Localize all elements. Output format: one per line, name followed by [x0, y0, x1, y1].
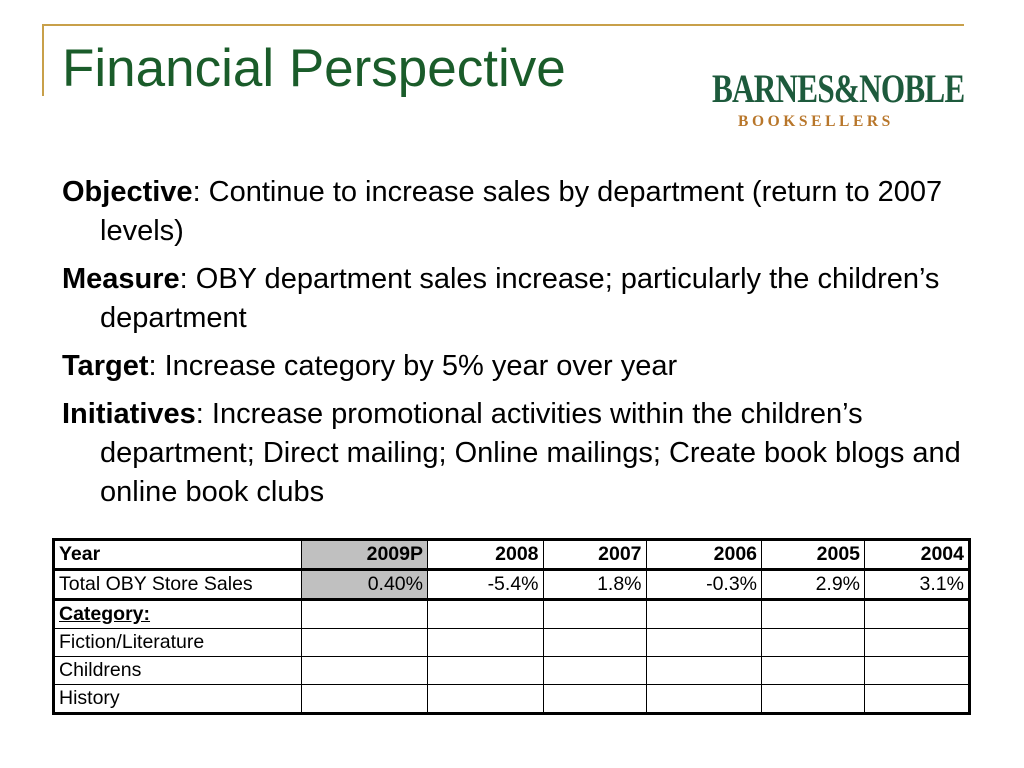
- table-cell: -0.3%: [645, 569, 763, 601]
- table-cell: -5.4%: [427, 569, 544, 601]
- table-cell: [542, 599, 647, 629]
- bullet-term: Objective: [62, 176, 193, 208]
- table-cell: [301, 684, 428, 714]
- table-cell: [761, 599, 866, 629]
- header-cell: 2005: [761, 539, 866, 571]
- bullet-term: Measure: [62, 263, 180, 295]
- logo-subtitle: BOOKSELLERS: [738, 113, 894, 130]
- table-cell: [645, 684, 763, 714]
- table-row: Childrens: [53, 656, 970, 685]
- header-cell: 2004: [864, 539, 970, 571]
- table-cell: [864, 628, 970, 657]
- table-cell: [645, 628, 763, 657]
- row-label: Total OBY Store Sales: [53, 569, 302, 601]
- bullet-text: : OBY department sales increase; particu…: [100, 263, 940, 334]
- bullet-term: Target: [62, 350, 149, 382]
- table-row: History: [53, 684, 970, 714]
- row-label: History: [53, 684, 302, 714]
- table-cell: [427, 656, 544, 685]
- table-cell: [427, 684, 544, 714]
- bullet-term: Initiatives: [62, 398, 196, 430]
- header-cell: 2009P: [301, 539, 428, 571]
- bullet-objective: Objective: Continue to increase sales by…: [62, 173, 962, 251]
- table-cell: 2.9%: [761, 569, 866, 601]
- bullet-text: : Continue to increase sales by departme…: [100, 176, 943, 247]
- table-row: Total OBY Store Sales 0.40% -5.4% 1.8% -…: [53, 569, 970, 601]
- table-cell: [427, 599, 544, 629]
- bullet-text: : Increase promotional activities within…: [100, 398, 961, 508]
- table-cell: [645, 599, 763, 629]
- sales-table: Year 2009P 2008 2007 2006 2005 2004 Tota…: [52, 538, 971, 715]
- bullet-list: Objective: Continue to increase sales by…: [62, 173, 962, 521]
- header-cell: 2008: [427, 539, 544, 571]
- table-cell: [542, 684, 647, 714]
- row-label: Fiction/Literature: [53, 628, 302, 657]
- logo-wordmark: BARNES&NOBLE: [712, 66, 965, 111]
- bullet-target: Target: Increase category by 5% year ove…: [62, 347, 962, 386]
- table-cell: [301, 599, 428, 629]
- table-cell: 1.8%: [542, 569, 647, 601]
- table-cell: [864, 684, 970, 714]
- header-cell: Year: [53, 539, 302, 571]
- table-row: Fiction/Literature: [53, 628, 970, 657]
- table-row: Category:: [53, 599, 970, 629]
- table-cell: [761, 684, 866, 714]
- bullet-initiatives: Initiatives: Increase promotional activi…: [62, 395, 962, 512]
- table-cell: [645, 656, 763, 685]
- table-cell: 0.40%: [301, 569, 428, 601]
- bullet-measure: Measure: OBY department sales increase; …: [62, 260, 962, 338]
- table-cell: [761, 628, 866, 657]
- table-cell: [301, 628, 428, 657]
- header-cell: 2006: [645, 539, 763, 571]
- table-cell: [301, 656, 428, 685]
- slide-title: Financial Perspective: [62, 39, 566, 98]
- table-cell: [761, 656, 866, 685]
- header-cell: 2007: [542, 539, 647, 571]
- frame-top-rule: [42, 24, 964, 26]
- table-cell: [542, 656, 647, 685]
- row-label: Childrens: [53, 656, 302, 685]
- table-cell: 3.1%: [864, 569, 970, 601]
- bullet-text: : Increase category by 5% year over year: [148, 350, 678, 382]
- category-heading: Category:: [53, 599, 302, 629]
- table-header-row: Year 2009P 2008 2007 2006 2005 2004: [53, 539, 970, 571]
- table-cell: [864, 656, 970, 685]
- table-cell: [542, 628, 647, 657]
- frame-left-rule: [42, 24, 44, 96]
- barnes-noble-logo: BARNES&NOBLE BOOKSELLERS: [712, 68, 967, 140]
- table-cell: [427, 628, 544, 657]
- table-cell: [864, 599, 970, 629]
